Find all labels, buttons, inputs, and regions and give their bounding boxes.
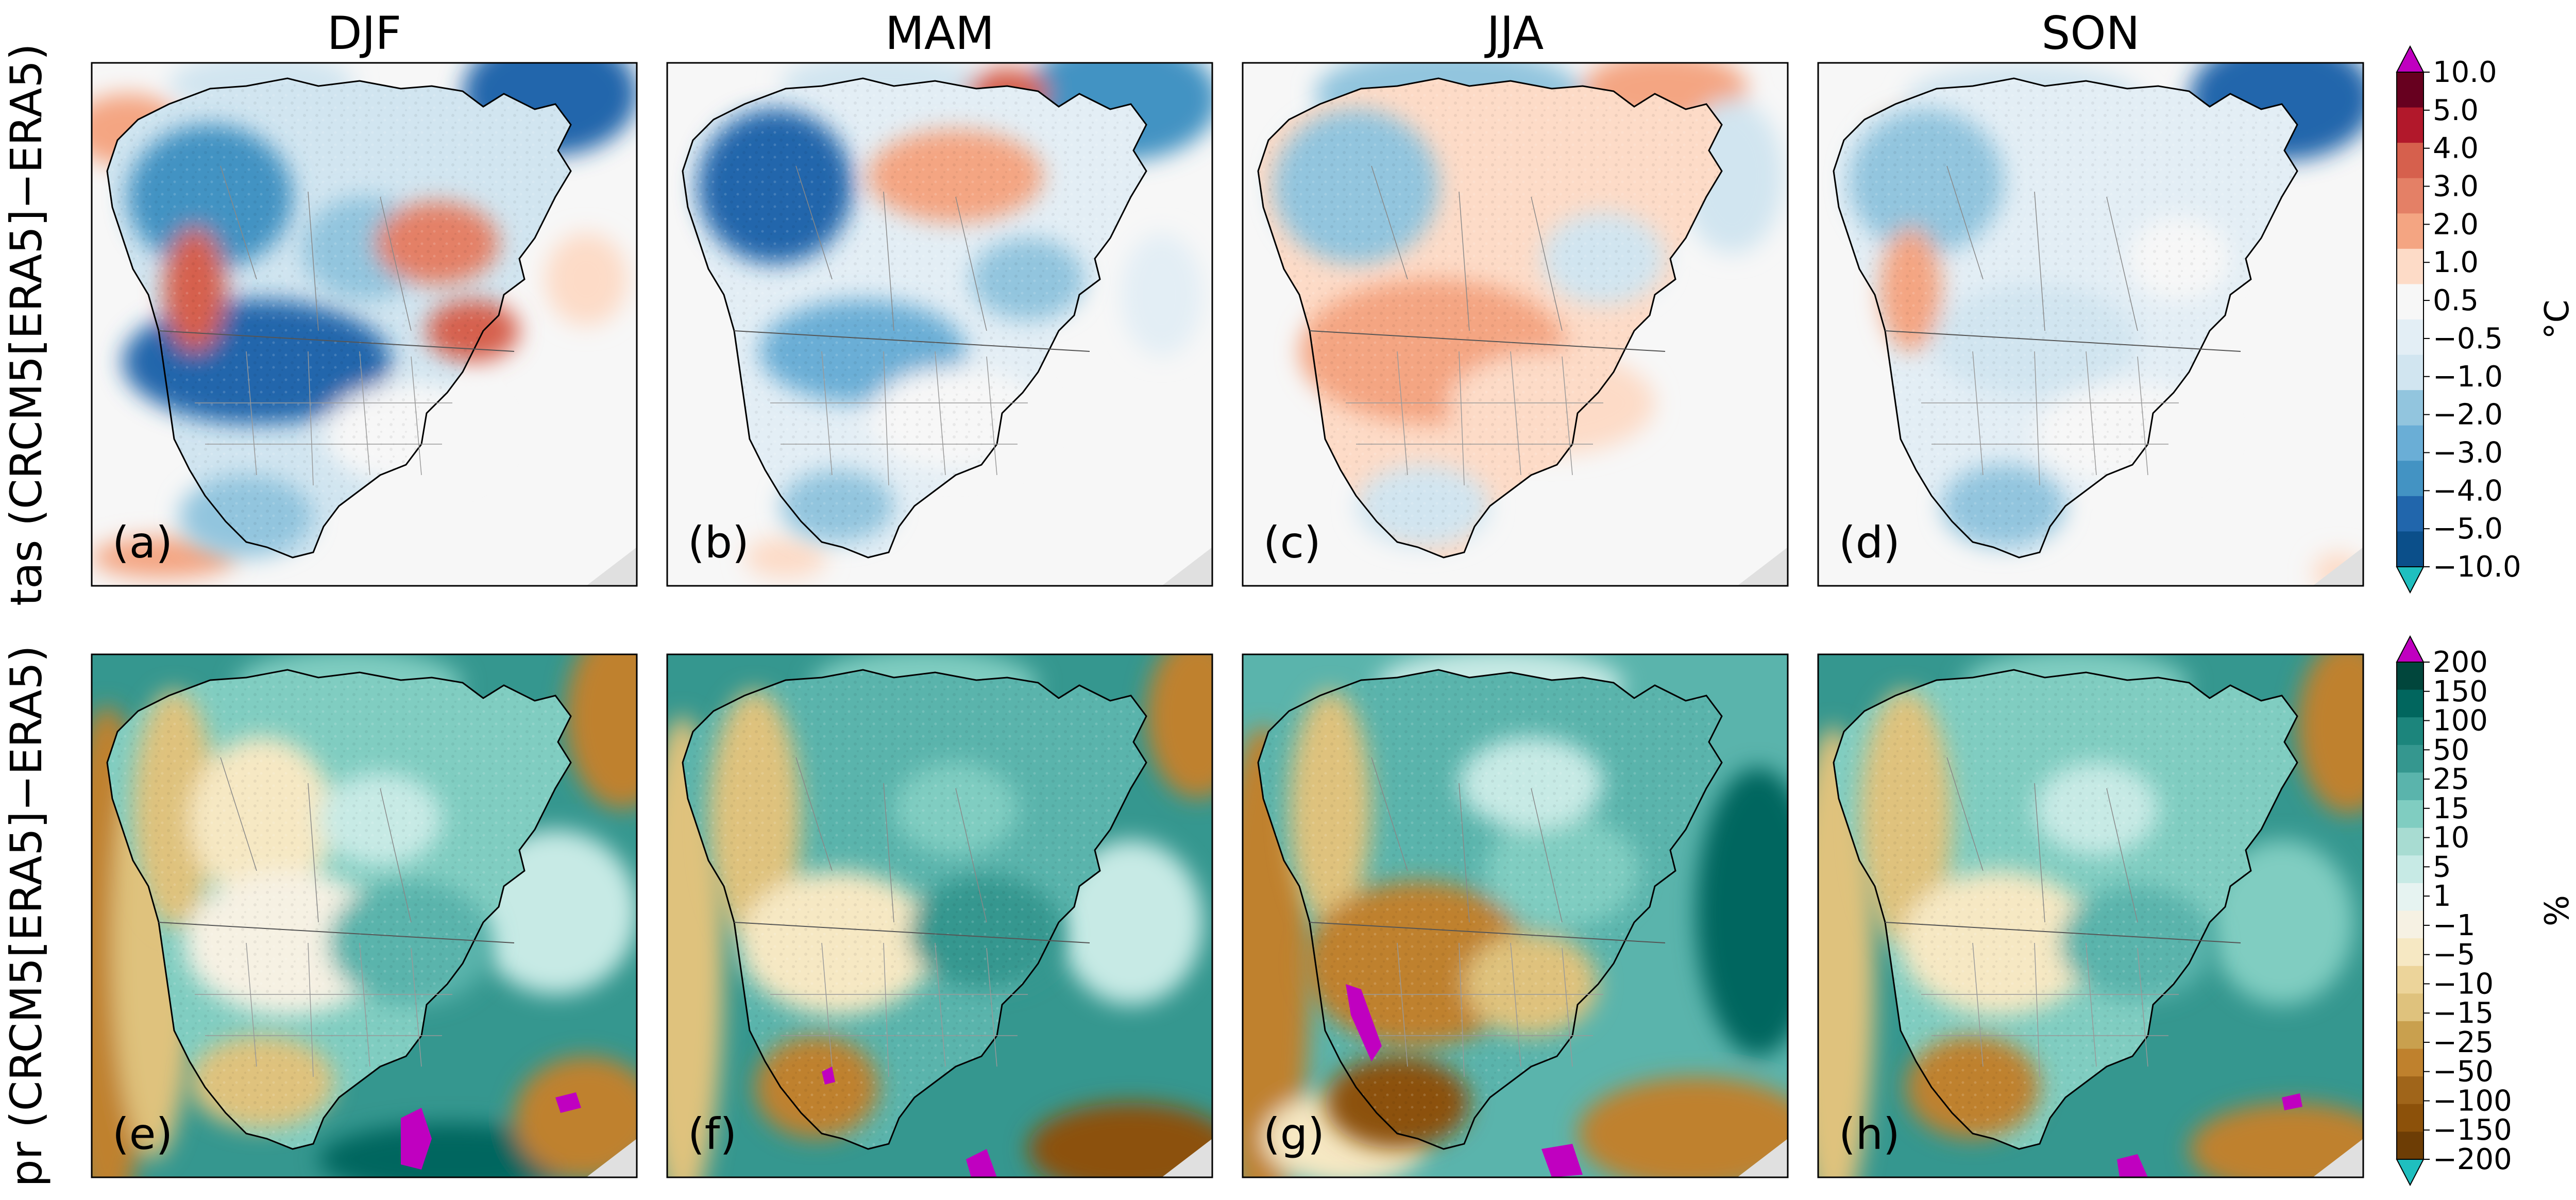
colorbar-segment	[2397, 883, 2424, 911]
panel-label-a: (a)	[112, 517, 173, 568]
season-title-mam: MAM	[885, 7, 994, 60]
map-panel-c: (c)	[1242, 62, 1789, 587]
colorbar-tick-label: 0.5	[2433, 284, 2479, 317]
colorbar-segment	[2397, 966, 2424, 994]
colorbar-segment	[2397, 319, 2424, 356]
panel-label-h: (h)	[1839, 1109, 1900, 1159]
colorbar-tick-label: −150	[2433, 1113, 2512, 1147]
colorbar-tick-label: −1	[2433, 909, 2476, 942]
colorbar-segment	[2397, 827, 2424, 856]
colorbar-segment	[2397, 284, 2424, 320]
colorbar-over-extension	[2396, 635, 2425, 663]
colorbar-segment	[2397, 531, 2424, 567]
colorbar-tick-label: −100	[2433, 1084, 2512, 1118]
colorbar-unit-label: %	[2538, 895, 2576, 926]
colorbar-frame	[2396, 72, 2424, 567]
colorbar-segment	[2397, 938, 2424, 967]
colorbar-tick-label: −10	[2433, 967, 2494, 1001]
row-label-pr: pr (CRCM5[ERA5]−ERA5)	[1, 645, 52, 1187]
colorbar-segment	[2397, 496, 2424, 532]
colorbar-segment	[2397, 689, 2424, 718]
colorbar-tas: 10.0 5.0 4.0 3.0 2.0 1.0 0.5 −0.5 −1.0 −2.0 −3.0 −4…	[2396, 45, 2576, 594]
colorbar-tick-label: 3.0	[2433, 170, 2479, 204]
colorbar-segment	[2397, 1021, 2424, 1050]
colorbar-tick-label: −25	[2433, 1026, 2494, 1059]
colorbar-tick-label: 5	[2433, 850, 2451, 884]
colorbar-segment	[2397, 390, 2424, 426]
panel-label-d: (d)	[1839, 517, 1900, 568]
row-label-tas: tas (CRCM5[ERA5]−ERA5)	[1, 43, 52, 606]
panel-label-g: (g)	[1263, 1109, 1325, 1159]
colorbar-segment	[2397, 213, 2424, 249]
panel-label-e: (e)	[112, 1109, 173, 1159]
colorbar-segment	[2397, 800, 2424, 829]
colorbar-segment	[2397, 745, 2424, 773]
colorbar-tick-label: 15	[2433, 792, 2469, 825]
colorbar-under-extension	[2396, 566, 2425, 594]
colorbar-segment	[2397, 772, 2424, 801]
map-panel-b: (b)	[666, 62, 1213, 587]
colorbar-under-extension	[2396, 1159, 2425, 1187]
colorbar-segment	[2397, 354, 2424, 391]
colorbar-segment	[2397, 1076, 2424, 1105]
colorbar-segment	[2397, 1049, 2424, 1077]
panel-label-f: (f)	[688, 1109, 737, 1159]
colorbar-segment	[2397, 1131, 2424, 1160]
colorbar-unit-label: °C	[2538, 300, 2576, 340]
colorbar-tick-label: 2.0	[2433, 208, 2479, 241]
colorbar-tick-label: −3.0	[2433, 436, 2503, 469]
colorbar-tick-label: 10	[2433, 821, 2469, 855]
panel-label-c: (c)	[1263, 517, 1321, 568]
colorbar-segment	[2397, 143, 2424, 179]
colorbar-tick-label: −0.5	[2433, 322, 2503, 356]
season-title-djf: DJF	[327, 7, 401, 60]
colorbar-tick-label: 50	[2433, 733, 2469, 767]
colorbar-tick-label: −2.0	[2433, 398, 2503, 432]
colorbar-segment	[2397, 855, 2424, 884]
map-panel-d: (d)	[1817, 62, 2364, 587]
colorbar-tick-label: −50	[2433, 1055, 2494, 1089]
map-panel-a: (a)	[91, 62, 638, 587]
colorbar-tick-label: 1.0	[2433, 246, 2479, 279]
colorbar-tick-label: −4.0	[2433, 474, 2503, 508]
map-panel-f: (f)	[666, 653, 1213, 1178]
season-title-jja: JJA	[1484, 7, 1544, 60]
colorbar-tick-label: −5	[2433, 938, 2476, 972]
panel-label-b: (b)	[688, 517, 749, 568]
colorbar-segment	[2397, 178, 2424, 214]
colorbar-segment	[2397, 993, 2424, 1022]
colorbar-over-extension	[2396, 45, 2425, 73]
colorbar-pr: 2001501005025151051−1−5−10−15−25−50−100−…	[2396, 635, 2576, 1187]
colorbar-segment	[2397, 72, 2424, 108]
colorbar-segment	[2397, 425, 2424, 461]
colorbar-tick-label: −1.0	[2433, 360, 2503, 394]
colorbar-tick-label: −15	[2433, 996, 2494, 1030]
colorbar-segment	[2397, 107, 2424, 143]
colorbar-segment	[2397, 910, 2424, 939]
colorbar-tick-label: 1	[2433, 880, 2451, 913]
colorbar-tick-label: 10.0	[2433, 56, 2497, 89]
map-panel-g: (g)	[1242, 653, 1789, 1178]
colorbar-tick-label: −10.0	[2433, 550, 2521, 584]
colorbar-tick-label: 100	[2433, 704, 2488, 738]
colorbar-segment	[2397, 461, 2424, 497]
colorbar-tick-label: 4.0	[2433, 132, 2479, 165]
colorbar-tick-label: 25	[2433, 763, 2469, 796]
colorbar-tick-label: −5.0	[2433, 512, 2503, 546]
colorbar-segment	[2397, 717, 2424, 746]
colorbar-segment	[2397, 248, 2424, 284]
colorbar-segment	[2397, 662, 2424, 690]
colorbar-frame	[2396, 662, 2424, 1160]
colorbar-tick-label: 5.0	[2433, 94, 2479, 127]
colorbar-tick-label: 200	[2433, 646, 2488, 679]
map-panel-h: (h)	[1817, 653, 2364, 1178]
colorbar-tick-label: 150	[2433, 675, 2488, 708]
colorbar-tick-label: −200	[2433, 1143, 2512, 1176]
season-title-son: SON	[2042, 7, 2140, 60]
map-panel-e: (e)	[91, 653, 638, 1178]
colorbar-segment	[2397, 1104, 2424, 1132]
